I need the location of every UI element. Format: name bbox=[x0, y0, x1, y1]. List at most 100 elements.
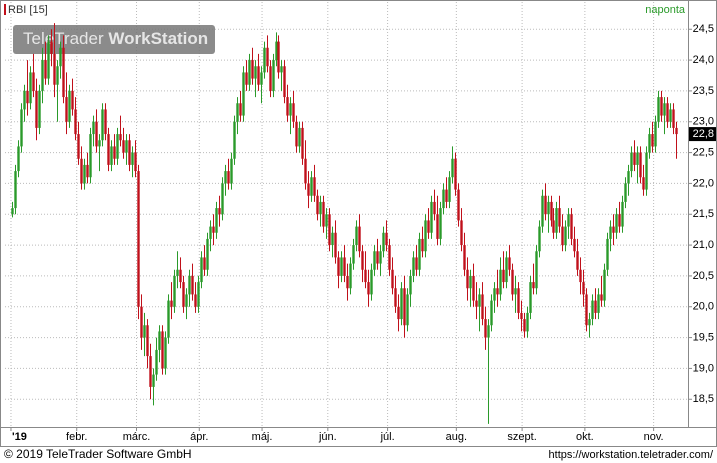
candle-body bbox=[65, 97, 68, 122]
candle-body bbox=[340, 257, 343, 276]
candle-body bbox=[630, 152, 633, 172]
candle-body bbox=[83, 164, 86, 184]
candle-body bbox=[579, 269, 582, 283]
candle-body bbox=[62, 47, 65, 98]
candle-body bbox=[654, 121, 657, 147]
candle-body bbox=[496, 288, 499, 295]
candle-body bbox=[275, 41, 278, 61]
y-tick-label: 20,0 bbox=[693, 301, 714, 313]
y-tick-label: 24,5 bbox=[693, 23, 714, 35]
candle-body bbox=[316, 195, 319, 215]
candle-body bbox=[669, 109, 672, 122]
candle-body bbox=[301, 127, 304, 159]
x-tick-label: máj. bbox=[252, 431, 273, 443]
candle-body bbox=[660, 97, 663, 116]
candle-body bbox=[272, 60, 275, 91]
candle-body bbox=[618, 214, 621, 227]
candle-body bbox=[194, 294, 197, 307]
candle-body bbox=[639, 152, 642, 178]
candle-body bbox=[466, 269, 469, 289]
candle-body bbox=[475, 300, 478, 307]
y-tick-label: 22,0 bbox=[693, 177, 714, 189]
candle-body bbox=[146, 325, 149, 357]
candle-body bbox=[269, 66, 272, 91]
candle-body bbox=[505, 257, 508, 283]
candle-body bbox=[89, 134, 92, 178]
candle-body bbox=[248, 60, 251, 85]
candle-body bbox=[433, 201, 436, 215]
candle-body bbox=[349, 263, 352, 289]
candle-body bbox=[508, 257, 511, 270]
candle-body bbox=[221, 183, 224, 215]
y-tick-label: 23,0 bbox=[693, 116, 714, 128]
candle-body bbox=[457, 189, 460, 221]
candle-body bbox=[364, 269, 367, 283]
candle-body bbox=[606, 238, 609, 270]
candle-body bbox=[478, 294, 481, 307]
candle-body bbox=[251, 60, 254, 79]
candle-body bbox=[230, 158, 233, 184]
candle-body bbox=[394, 288, 397, 307]
candle-body bbox=[597, 294, 600, 313]
candle-body bbox=[227, 171, 230, 184]
candle-body bbox=[260, 72, 263, 85]
candle-body bbox=[266, 47, 269, 67]
candle-body bbox=[257, 66, 260, 85]
candle-body bbox=[35, 90, 38, 128]
candle-body bbox=[209, 226, 212, 239]
x-tick-label: '19 bbox=[12, 431, 27, 443]
candle-body bbox=[41, 60, 44, 91]
candle-body bbox=[529, 282, 532, 313]
candle-body bbox=[502, 269, 505, 283]
candle-body bbox=[254, 66, 257, 79]
candle-body bbox=[122, 140, 125, 153]
candle-body bbox=[206, 238, 209, 270]
candle-body bbox=[334, 232, 337, 258]
candle-body bbox=[376, 251, 379, 264]
candle-body bbox=[44, 60, 47, 79]
candle-body bbox=[490, 300, 493, 326]
watermark: TeleTrader WorkStation bbox=[23, 29, 208, 48]
candle-body bbox=[460, 220, 463, 246]
candle-body bbox=[672, 109, 675, 128]
candle-body bbox=[280, 66, 283, 73]
candle-body bbox=[385, 232, 388, 246]
candle-body bbox=[200, 257, 203, 283]
candle-body bbox=[77, 134, 80, 159]
candle-body bbox=[164, 337, 167, 369]
candle-body bbox=[576, 251, 579, 270]
candle-body bbox=[68, 90, 71, 122]
candle-body bbox=[161, 331, 164, 369]
candle-body bbox=[71, 90, 74, 110]
candle-body bbox=[242, 72, 245, 116]
candle-body bbox=[627, 171, 630, 184]
candle-body bbox=[481, 294, 484, 320]
candle-body bbox=[487, 325, 490, 338]
candle-body bbox=[343, 257, 346, 276]
candle-body bbox=[286, 97, 289, 116]
candle-body bbox=[310, 177, 313, 196]
candle-body bbox=[469, 275, 472, 289]
candle-body bbox=[493, 288, 496, 301]
candle-body bbox=[511, 269, 514, 295]
candle-body bbox=[346, 275, 349, 289]
candle-body bbox=[20, 109, 23, 147]
candle-body bbox=[11, 208, 14, 215]
candle-body bbox=[636, 152, 639, 165]
candle-body bbox=[379, 251, 382, 264]
candle-body bbox=[382, 232, 385, 252]
candle-body bbox=[520, 312, 523, 320]
candle-body bbox=[239, 103, 242, 116]
candle-body bbox=[140, 306, 143, 338]
y-tick-label: 21,5 bbox=[693, 208, 714, 220]
candle-body bbox=[403, 288, 406, 326]
y-tick-label: 18,5 bbox=[693, 393, 714, 405]
candle-body bbox=[98, 140, 101, 147]
x-tick-label: júl. bbox=[380, 431, 395, 443]
candle-body bbox=[517, 288, 520, 313]
candle-body bbox=[331, 232, 334, 246]
candle-body bbox=[224, 171, 227, 184]
candle-body bbox=[182, 282, 185, 307]
candle-body bbox=[131, 152, 134, 165]
